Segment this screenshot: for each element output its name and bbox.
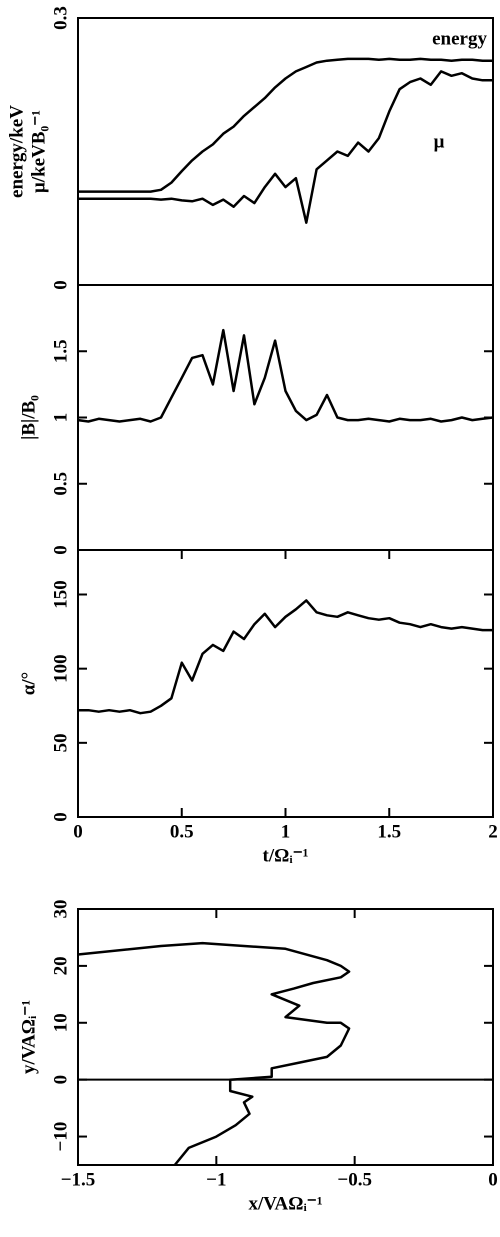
series-label: μ (434, 131, 445, 152)
y-tick-label: 150 (50, 580, 71, 609)
x-tick-label: 1 (281, 821, 291, 842)
y-tick-label: 0 (50, 545, 71, 555)
y-axis-label: y/VAΩᵢ⁻¹ (18, 1000, 39, 1074)
y-axis-label: α/° (18, 672, 39, 695)
x-tick-label: 0.5 (170, 821, 194, 842)
y-tick-label: −10 (50, 1122, 71, 1152)
y-tick-label: 0 (50, 280, 71, 290)
plot-frame (77, 908, 494, 1166)
plot-frame (77, 549, 494, 818)
y-axis-label: |B|/B₀ (18, 395, 39, 440)
data-line (78, 70, 493, 224)
y-axis-label: energy/keV (6, 105, 27, 198)
y-tick-label: 1.5 (50, 339, 71, 363)
x-tick-label: −0.5 (337, 1169, 372, 1190)
x-tick-label: −1.5 (61, 1169, 96, 1190)
data-line (77, 941, 351, 1166)
series-label: energy (432, 28, 487, 49)
data-line (78, 599, 493, 715)
y-tick-label: 0.5 (50, 472, 71, 496)
y-tick-label: 50 (50, 733, 71, 752)
x-tick-label: 0 (73, 821, 83, 842)
y-tick-label: 20 (50, 956, 71, 975)
x-tick-label: 2 (488, 821, 498, 842)
x-axis-label: x/VAΩᵢ⁻¹ (248, 1193, 322, 1214)
plot-frame (77, 17, 494, 286)
x-tick-label: 0 (488, 1169, 498, 1190)
y-axis-label: μ/keVB₀⁻¹ (28, 110, 49, 193)
y-tick-label: 30 (50, 900, 71, 919)
data-line (77, 328, 494, 423)
y-tick-label: 100 (50, 654, 71, 683)
x-tick-label: −1 (206, 1169, 226, 1190)
data-line (78, 57, 493, 193)
y-tick-label: 0.3 (50, 6, 71, 30)
x-tick-label: 1.5 (377, 821, 401, 842)
x-axis-label: t/Ωᵢ⁻¹ (263, 845, 309, 866)
y-tick-label: 1 (50, 413, 71, 423)
y-tick-label: 0 (50, 1075, 71, 1085)
y-tick-label: 0 (50, 812, 71, 822)
y-tick-label: 10 (50, 1013, 71, 1032)
plot-frame (77, 284, 494, 551)
